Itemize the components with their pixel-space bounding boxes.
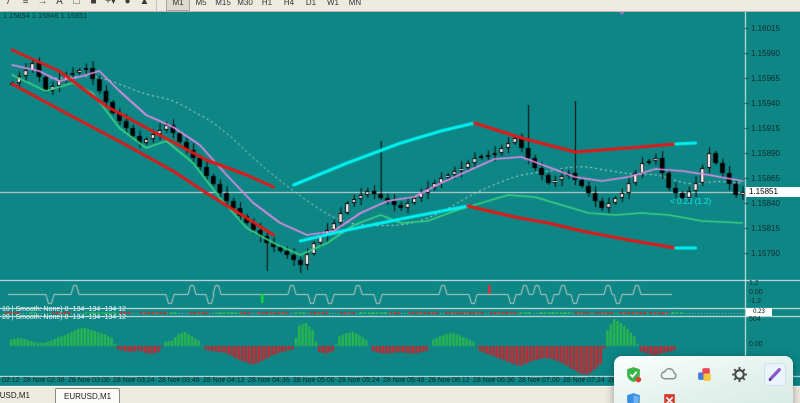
chart-toolbar: / ≡ → A □ ■ +▾ ● ▲ M1 M5 M15 M30 H1 H4 D1 W1 MN [0, 0, 800, 12]
gallery-icon[interactable] [693, 363, 715, 386]
time-tick-label: 28 Nov 03:24 [113, 377, 155, 384]
time-tick-label: 28 Nov 07:00 [518, 377, 560, 384]
chart-tab[interactable]: RUSD,M1 [0, 391, 31, 400]
time-tick-label: 28 Nov 04:12 [203, 377, 245, 384]
timeframe-button-m30[interactable]: M30 [237, 0, 253, 7]
text-tool-button[interactable]: A [56, 0, 63, 7]
time-tick-label: 28 Nov 05:48 [383, 377, 425, 384]
price-tick-label: 1.15940 [751, 99, 780, 108]
price-tick-label: 1.15840 [751, 199, 780, 208]
chart-tab-active[interactable]: EURUSD,M1 [55, 388, 121, 403]
time-tick-label: 28 Nov 03:48 [158, 377, 200, 384]
timeframe-button-h1[interactable]: H1 [261, 0, 273, 7]
sub3-indicator-label: 20 | Smooth: None) 0 -134 -134 -134 12 [2, 314, 127, 321]
timeframe-button-d1[interactable]: D1 [305, 0, 317, 7]
sub2-current-value-badge: 0.23 [746, 308, 772, 316]
price-tick-label: 1.15865 [751, 174, 780, 183]
timeframe-button-m15[interactable]: M15 [215, 0, 231, 7]
shapes-dropdown-button[interactable]: +▾ [105, 0, 116, 7]
trendline-tool-button[interactable]: / [7, 0, 10, 7]
price-tick-label: 1.15815 [751, 224, 780, 233]
price-tick-label: 1.15965 [751, 74, 780, 83]
time-tick-label: 28 Nov 02:36 [23, 377, 65, 384]
sub1-scale-zero: 0.00 [749, 289, 763, 296]
system-tray-popup [614, 356, 793, 403]
cloud-icon[interactable] [657, 363, 679, 386]
price-tick-label: 1.15915 [751, 124, 780, 133]
sub2-indicator-label: 10 | Smooth: None) 0 -134 -134 -134 12 [2, 306, 127, 313]
label-tool-button[interactable]: □ [73, 0, 80, 7]
triangle-tool-button[interactable]: ▲ [139, 0, 150, 7]
toolbar-separator [156, 0, 163, 11]
time-tick-label: 28 Nov 07:24 [563, 377, 605, 384]
time-tick-label: 28 Nov 05:00 [293, 377, 335, 384]
sub3-scale-zero: 0.00 [749, 341, 763, 348]
sub3-scale-max: 504 [749, 316, 761, 323]
quote-values: 1.15854 1.15846 1.15851 [3, 13, 88, 20]
timeframe-button-h4[interactable]: H4 [283, 0, 295, 7]
time-tick-label: 28 Nov 05:24 [338, 377, 380, 384]
fibonacci-tool-button[interactable]: ≡ [22, 0, 29, 7]
sub1-scale-max: 1.2 [749, 280, 759, 287]
shield-warning-icon[interactable] [622, 389, 645, 403]
timeframe-button-m5[interactable]: M5 [195, 0, 207, 7]
time-tick-label: 28 Nov 04:36 [248, 377, 290, 384]
arrow-tool-button[interactable]: → [37, 0, 48, 7]
price-tick-label: 1.16015 [751, 24, 780, 33]
current-price-badge: 1.15851 [746, 187, 800, 197]
price-tick-label: 1.15890 [751, 149, 780, 158]
time-tick-label: 02:12 [2, 377, 20, 384]
time-tick-label: 28 Nov 03:00 [68, 377, 110, 384]
timeframe-button-w1[interactable]: W1 [327, 0, 339, 7]
sub1-scale-min: -1.2 [749, 298, 762, 305]
pen-icon[interactable] [763, 363, 787, 386]
time-tick-label: 28 Nov 06:12 [428, 377, 470, 384]
firewall-warning-icon[interactable] [658, 389, 681, 403]
candle-timer-label: < 0:23 (1.2) [670, 197, 712, 206]
price-tick-label: 1.15790 [751, 249, 780, 258]
price-tick-label: 1.15990 [751, 49, 780, 58]
antivirus-shield-icon[interactable] [622, 363, 644, 386]
timeframe-button-m1[interactable]: M1 [166, 0, 190, 11]
gear-icon[interactable] [728, 363, 750, 386]
rectangle-tool-button[interactable]: ■ [90, 0, 97, 7]
timeframe-button-mn[interactable]: MN [348, 0, 362, 7]
time-tick-label: 28 Nov 06:36 [473, 377, 515, 384]
ellipse-tool-button[interactable]: ● [124, 0, 131, 7]
